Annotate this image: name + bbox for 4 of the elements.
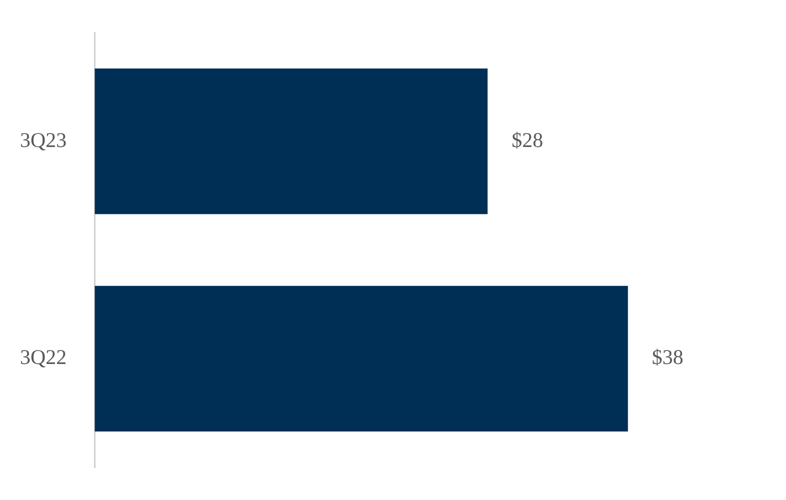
data-label: $28 <box>512 128 544 152</box>
data-label: $38 <box>652 345 684 370</box>
y-tick-label: 3Q22 <box>20 345 67 370</box>
y-tick-label: 3Q23 <box>20 128 67 152</box>
